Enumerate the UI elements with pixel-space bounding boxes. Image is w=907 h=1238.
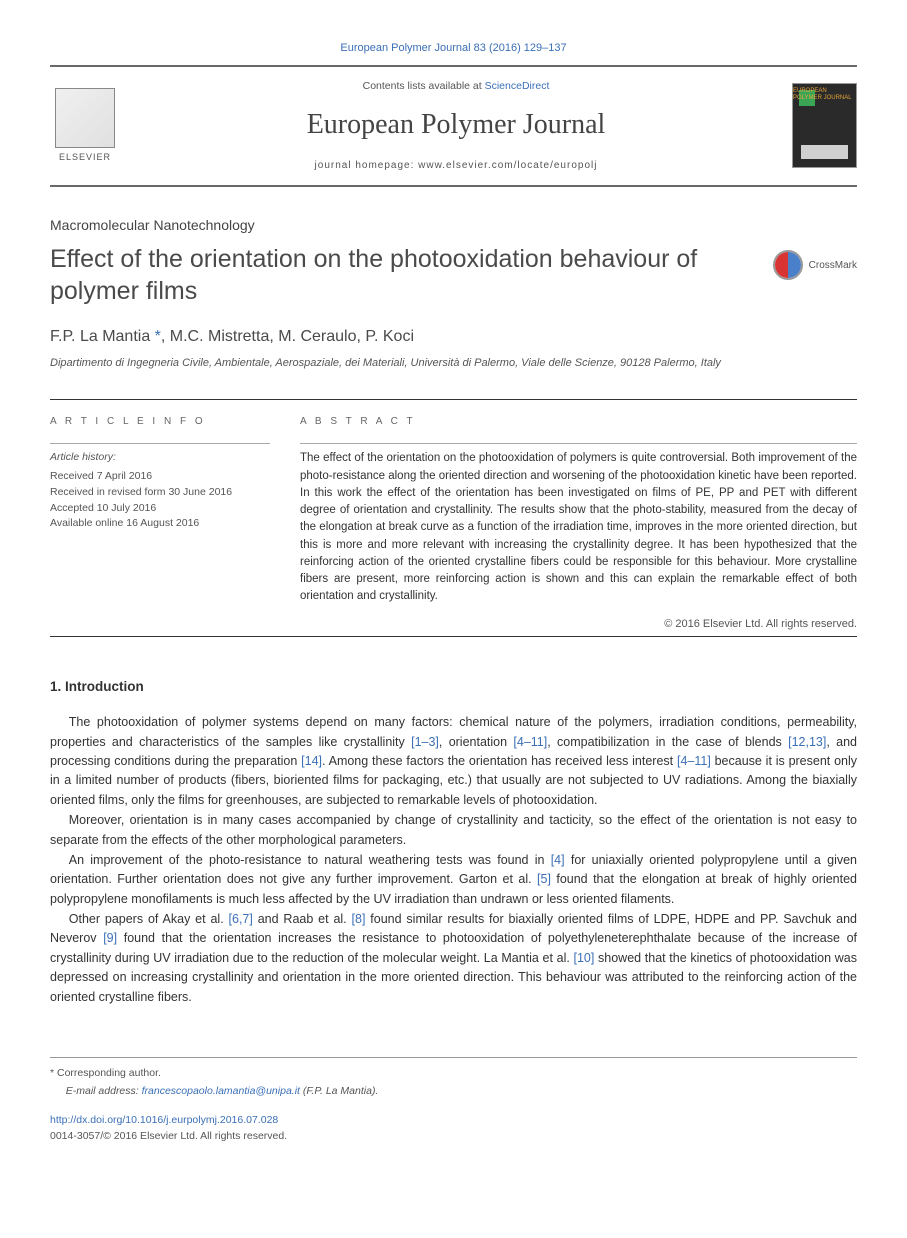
elsevier-label: ELSEVIER [59,151,111,165]
abstract-text: The effect of the orientation on the pho… [300,443,857,605]
ref-8[interactable]: [8] [352,912,366,926]
authors-line: F.P. La Mantia *, M.C. Mistretta, M. Cer… [50,325,857,349]
ref-4-11[interactable]: [4–11] [513,735,547,749]
page-container: European Polymer Journal 83 (2016) 129–1… [0,0,907,1185]
footer: * Corresponding author. E-mail address: … [50,1057,857,1145]
p1-text-b: , orientation [439,735,513,749]
contents-prefix: Contents lists available at [363,80,485,92]
paragraph-1: The photooxidation of polymer systems de… [50,713,857,810]
email-label: E-mail address: [66,1085,142,1097]
elsevier-logo: ELSEVIER [50,86,120,166]
elsevier-tree-icon [55,88,115,148]
ref-4[interactable]: [4] [551,853,565,867]
ref-6-7[interactable]: [6,7] [229,912,253,926]
ref-5[interactable]: [5] [537,872,551,886]
abstract-copyright: © 2016 Elsevier Ltd. All rights reserved… [300,616,857,633]
p3-text-a: An improvement of the photo-resistance t… [69,853,551,867]
sciencedirect-link[interactable]: ScienceDirect [485,80,550,92]
ref-10[interactable]: [10] [574,951,595,965]
citation-line: European Polymer Journal 83 (2016) 129–1… [50,40,857,57]
author-corresponding: F.P. La Mantia [50,328,150,345]
corresponding-author-note: * Corresponding author. [50,1066,857,1082]
p1-text-e: . Among these factors the orientation ha… [322,754,677,768]
doi-link[interactable]: http://dx.doi.org/10.1016/j.eurpolymj.20… [50,1113,857,1129]
ref-1-3[interactable]: [1–3] [411,735,439,749]
p4-text-a: Other papers of Akay et al. [69,912,229,926]
body-text: The photooxidation of polymer systems de… [50,713,857,1007]
received-date: Received 7 April 2016 [50,469,270,485]
header-center: Contents lists available at ScienceDirec… [135,79,777,174]
issn-line: 0014-3057/© 2016 Elsevier Ltd. All right… [50,1129,857,1145]
history-label: Article history: [50,443,270,466]
article-title: Effect of the orientation on the photoox… [50,244,753,307]
corr-label: Corresponding author. [54,1067,161,1079]
email-line: E-mail address: francescopaolo.lamantia@… [50,1084,857,1100]
journal-name: European Polymer Journal [135,104,777,146]
paragraph-2: Moreover, orientation is in many cases a… [50,811,857,850]
paragraph-4: Other papers of Akay et al. [6,7] and Ra… [50,910,857,1007]
abstract-column: A B S T R A C T The effect of the orient… [300,400,857,632]
article-type: Macromolecular Nanotechnology [50,215,857,236]
authors-rest: , M.C. Mistretta, M. Ceraulo, P. Koci [161,328,414,345]
ref-14[interactable]: [14] [301,754,322,768]
ref-9[interactable]: [9] [103,931,117,945]
homepage-line: journal homepage: www.elsevier.com/locat… [135,158,777,173]
online-date: Available online 16 August 2016 [50,516,270,532]
p4-text-b: and Raab et al. [253,912,352,926]
cover-text: EUROPEAN POLYMER JOURNAL [793,88,852,101]
abstract-heading: A B S T R A C T [300,414,857,429]
info-abstract-row: A R T I C L E I N F O Article history: R… [50,399,857,632]
affiliation: Dipartimento di Ingegneria Civile, Ambie… [50,355,857,372]
corresponding-marker: * [150,328,161,345]
title-row: Effect of the orientation on the photoox… [50,244,857,307]
journal-cover-thumbnail: EUROPEAN POLYMER JOURNAL [792,83,857,168]
p1-text-c: , compatibilization in the case of blend… [547,735,788,749]
contents-line: Contents lists available at ScienceDirec… [135,79,777,95]
article-info-heading: A R T I C L E I N F O [50,414,270,429]
accepted-date: Accepted 10 July 2016 [50,501,270,517]
revised-date: Received in revised form 30 June 2016 [50,485,270,501]
ref-12-13[interactable]: [12,13] [788,735,826,749]
paragraph-3: An improvement of the photo-resistance t… [50,851,857,909]
crossmark-icon [773,250,803,280]
email-suffix: (F.P. La Mantia). [300,1085,378,1097]
article-info-column: A R T I C L E I N F O Article history: R… [50,400,270,632]
crossmark-label: CrossMark [809,258,857,273]
section-1-heading: 1. Introduction [50,677,857,697]
divider [50,636,857,637]
ref-4-11b[interactable]: [4–11] [677,754,711,768]
email-address[interactable]: francescopaolo.lamantia@unipa.it [142,1085,300,1097]
journal-header: ELSEVIER Contents lists available at Sci… [50,65,857,188]
crossmark-badge[interactable]: CrossMark [773,250,857,280]
